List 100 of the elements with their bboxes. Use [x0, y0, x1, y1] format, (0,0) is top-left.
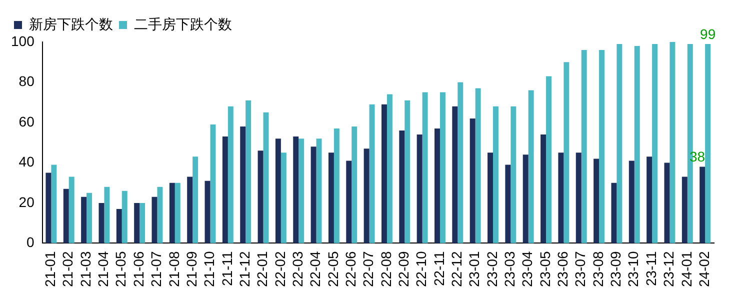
bar — [346, 160, 352, 244]
bar — [328, 152, 334, 244]
x-tick-label: 21-04 — [95, 250, 112, 288]
bar — [646, 156, 652, 244]
bar — [458, 82, 464, 244]
x-tick-label: 24-01 — [678, 250, 694, 288]
x-tick-label: 21-02 — [60, 250, 76, 288]
bar — [434, 128, 440, 244]
x-tick-label: 22-05 — [324, 250, 341, 288]
bar — [470, 118, 476, 244]
bar — [240, 126, 246, 244]
x-tick-label: 21-12 — [236, 250, 252, 288]
bar — [51, 164, 57, 244]
bar — [275, 138, 281, 244]
x-tick-label: 23-02 — [484, 250, 500, 288]
bar — [298, 138, 304, 244]
bar — [192, 156, 198, 244]
x-tick-label: 23-03 — [502, 250, 518, 288]
bar — [258, 150, 264, 244]
x-tick-label: 23-05 — [536, 250, 553, 288]
x-tick-label: 21-11 — [218, 250, 235, 286]
legend-label: 二手房下跌个数 — [134, 16, 232, 32]
bar — [493, 106, 498, 244]
x-tick-label: 22-08 — [378, 250, 394, 288]
bar — [246, 100, 252, 244]
bar — [576, 152, 582, 244]
x-tick-label: 21-06 — [130, 250, 146, 288]
x-tick-label: 23-04 — [519, 250, 536, 288]
bar — [187, 176, 193, 244]
x-tick-label: 21-01 — [42, 250, 58, 288]
bar — [104, 186, 110, 244]
x-tick-label: 21-10 — [201, 250, 218, 288]
x-tick-label: 23-01 — [466, 250, 482, 288]
x-tick-label: 23-11 — [642, 250, 659, 286]
x-tick-label: 23-09 — [608, 250, 624, 288]
bar — [664, 162, 670, 244]
x-tick-label: 22-03 — [289, 250, 306, 288]
bar — [452, 106, 458, 244]
bar — [416, 134, 422, 244]
bar — [404, 100, 410, 244]
bar — [134, 202, 140, 244]
bar — [440, 92, 446, 244]
bar — [475, 88, 481, 244]
x-tick-label: 21-07 — [148, 250, 164, 288]
bar — [152, 196, 158, 244]
bar — [116, 208, 122, 244]
bar — [63, 188, 69, 244]
y-tick-label: 100 — [11, 32, 35, 49]
x-tick-label: 22-12 — [448, 250, 465, 288]
y-tick-label: 60 — [18, 113, 35, 130]
bar — [169, 182, 175, 244]
bar — [399, 130, 405, 244]
bar — [293, 136, 299, 244]
bar — [310, 146, 316, 244]
bar — [204, 180, 210, 244]
x-tick-label: 22-11 — [430, 250, 447, 286]
bar — [581, 50, 587, 244]
bar — [522, 154, 528, 244]
y-tick-label: 80 — [18, 73, 35, 90]
x-tick-label: 23-10 — [625, 250, 642, 288]
bar — [599, 50, 605, 244]
x-tick-label: 23-08 — [590, 250, 606, 288]
bar — [528, 90, 534, 244]
bar — [228, 106, 234, 244]
bar — [700, 166, 706, 244]
annotation: 99 — [700, 26, 716, 42]
bar — [564, 62, 570, 244]
x-tick-label: 22-07 — [360, 250, 376, 288]
bar — [510, 106, 516, 244]
x-tick-label: 23-06 — [554, 250, 571, 288]
x-tick-label: 22-10 — [413, 250, 430, 288]
bar — [86, 192, 92, 244]
bar — [670, 42, 676, 244]
bar — [174, 182, 180, 244]
bar — [263, 112, 269, 244]
y-tick-label: 20 — [18, 194, 35, 210]
bar — [386, 94, 392, 244]
legend-label: 新房下跌个数 — [29, 16, 113, 32]
x-tick-label: 24-02 — [696, 250, 712, 288]
bar — [46, 172, 52, 244]
bar — [611, 182, 617, 244]
bar — [488, 152, 493, 244]
bar — [616, 44, 622, 244]
bar — [369, 104, 375, 244]
x-tick-label: 21-03 — [77, 250, 94, 288]
bar — [334, 128, 340, 244]
bar — [546, 76, 552, 244]
bar — [505, 164, 511, 244]
bar — [68, 176, 74, 244]
x-tick-label: 22-09 — [396, 250, 412, 288]
x-tick-label: 21-05 — [112, 250, 129, 288]
bar — [594, 158, 600, 244]
bar — [540, 134, 546, 244]
bar — [634, 46, 640, 244]
bar — [352, 126, 358, 244]
bar — [381, 104, 387, 244]
bar — [122, 190, 128, 244]
bar — [558, 152, 564, 244]
bar — [210, 124, 216, 244]
x-tick-label: 21-09 — [183, 250, 200, 288]
